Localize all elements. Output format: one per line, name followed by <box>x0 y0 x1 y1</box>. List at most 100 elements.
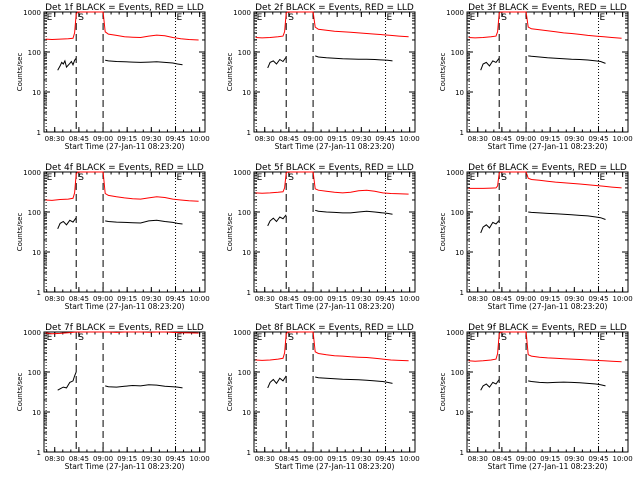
panel-title: Det 5f BLACK = Events, RED = LLD <box>255 163 414 173</box>
y-tick-label: 1 <box>37 129 41 137</box>
y-tick-label: 10 <box>242 89 251 97</box>
plot-frame <box>466 11 629 133</box>
y-tick-label: 1 <box>247 449 251 457</box>
y-tick-label: 1000 <box>23 9 41 17</box>
x-tick-label: 09:15 <box>540 295 560 303</box>
series-line-lld <box>45 331 199 335</box>
series-line-events <box>315 55 393 62</box>
x-tick-label: 09:15 <box>117 135 137 143</box>
x-tick-label: 08:45 <box>69 135 89 143</box>
eclipse-marker-label: E <box>470 173 476 183</box>
y-tick-label: 100 <box>451 369 464 377</box>
panel-title: Det 1f BLACK = Events, RED = LLD <box>45 3 204 13</box>
detector-panel: Det 6f BLACK = Events, RED = LLD 1 10 100 10… <box>439 163 633 311</box>
series-line-lld <box>255 171 409 195</box>
y-tick-label: 100 <box>28 209 41 217</box>
plot-frame <box>253 11 416 133</box>
x-axis-label: Start Time (27-Jan-11 08:23:20) <box>488 462 608 471</box>
y-tick-label: 1 <box>247 289 251 297</box>
x-tick-label: 09:30 <box>564 295 584 303</box>
y-tick-label: 1000 <box>446 329 464 337</box>
y-tick-label: 1 <box>247 129 251 137</box>
series-line-events <box>57 371 77 391</box>
y-tick-label: 1 <box>460 129 464 137</box>
x-tick-label: 09:15 <box>117 455 137 463</box>
series-line-events <box>315 376 393 384</box>
x-tick-label: 08:30 <box>255 455 275 463</box>
x-tick-label: 09:00 <box>516 295 536 303</box>
y-tick-label: 100 <box>28 49 41 57</box>
y-tick-label: 1000 <box>233 9 251 17</box>
series-line-lld <box>45 171 199 202</box>
x-tick-label: 09:30 <box>351 135 371 143</box>
series-line-events <box>528 380 606 387</box>
sun-marker-label: S <box>288 173 294 183</box>
eclipse-marker-label: E <box>47 173 53 183</box>
x-tick-label: 09:15 <box>117 295 137 303</box>
x-tick-label: 08:30 <box>255 135 275 143</box>
plot-frame <box>43 11 206 133</box>
x-tick-label: 09:45 <box>588 135 608 143</box>
plot-frame <box>253 331 416 453</box>
plot-frame <box>466 171 629 293</box>
series-line-events <box>480 379 500 391</box>
x-tick-label: 09:45 <box>165 455 185 463</box>
x-tick-label: 08:45 <box>492 295 512 303</box>
panel-title: Det 6f BLACK = Events, RED = LLD <box>468 163 627 173</box>
x-tick-label: 09:45 <box>375 295 395 303</box>
x-tick-label: 10:00 <box>613 455 633 463</box>
eclipse-marker-label: E <box>600 13 606 23</box>
y-tick-label: 1000 <box>23 169 41 177</box>
eclipse-marker-label: E <box>257 13 263 23</box>
x-tick-label: 09:15 <box>327 455 347 463</box>
y-tick-label: 100 <box>451 49 464 57</box>
x-tick-label: 09:45 <box>375 455 395 463</box>
series-line-events <box>105 384 183 389</box>
series-line-events <box>528 55 606 64</box>
series-line-events <box>267 214 287 227</box>
x-axis-label: Start Time (27-Jan-11 08:23:20) <box>275 462 395 471</box>
x-axis-label: Start Time (27-Jan-11 08:23:20) <box>488 142 608 151</box>
sun-marker-label: S <box>501 173 507 183</box>
y-axis-label: Counts/sec <box>16 213 24 252</box>
x-tick-label: 09:30 <box>141 295 161 303</box>
plot-frame <box>253 171 416 293</box>
series-line-events <box>267 56 287 69</box>
sun-marker-label: S <box>78 333 84 343</box>
x-tick-label: 09:30 <box>351 295 371 303</box>
x-tick-label: 08:45 <box>279 135 299 143</box>
x-tick-label: 08:45 <box>279 295 299 303</box>
x-tick-label: 10:00 <box>190 135 210 143</box>
y-tick-label: 100 <box>238 369 251 377</box>
x-tick-label: 08:45 <box>492 455 512 463</box>
plot-frame <box>466 331 629 453</box>
eclipse-marker-label: E <box>177 333 183 343</box>
x-tick-label: 09:15 <box>327 295 347 303</box>
y-tick-label: 10 <box>242 409 251 417</box>
panel-title: Det 9f BLACK = Events, RED = LLD <box>468 323 627 333</box>
y-tick-label: 10 <box>32 89 41 97</box>
x-tick-label: 09:30 <box>141 135 161 143</box>
x-tick-label: 09:45 <box>165 135 185 143</box>
y-tick-label: 1000 <box>23 329 41 337</box>
detector-panel: Det 4f BLACK = Events, RED = LLD 1 10 100 10… <box>16 163 210 311</box>
x-tick-label: 09:45 <box>588 455 608 463</box>
x-tick-label: 09:45 <box>375 135 395 143</box>
eclipse-marker-label: E <box>177 13 183 23</box>
eclipse-marker-label: E <box>387 173 393 183</box>
panel-title: Det 3f BLACK = Events, RED = LLD <box>468 3 627 13</box>
x-tick-label: 09:45 <box>588 295 608 303</box>
series-line-events <box>105 219 183 225</box>
eclipse-marker-label: E <box>387 333 393 343</box>
y-tick-label: 1000 <box>446 169 464 177</box>
y-tick-label: 100 <box>28 369 41 377</box>
sun-marker-label: S <box>78 13 84 23</box>
series-line-events <box>57 217 77 230</box>
eclipse-marker-label: E <box>257 333 263 343</box>
y-tick-label: 1 <box>460 289 464 297</box>
y-tick-label: 10 <box>455 249 464 257</box>
x-tick-label: 09:30 <box>564 135 584 143</box>
x-axis-label: Start Time (27-Jan-11 08:23:20) <box>65 142 185 151</box>
x-tick-label: 09:15 <box>540 455 560 463</box>
